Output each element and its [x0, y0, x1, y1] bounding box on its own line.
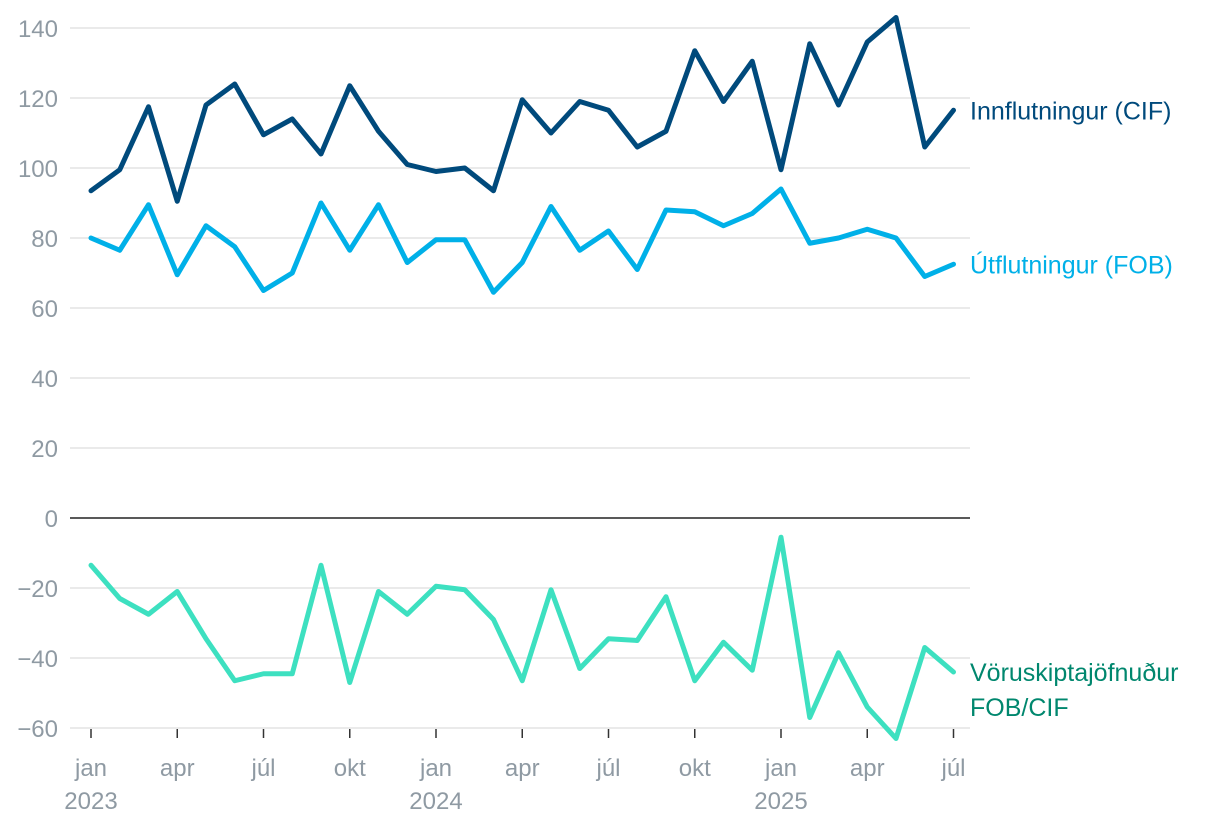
gridlines: [70, 27, 970, 729]
y-tick-label: 100: [18, 156, 58, 183]
y-tick-label: −60: [17, 716, 58, 743]
y-tick-label: 80: [31, 226, 58, 253]
y-tick-label: 140: [18, 16, 58, 43]
x-tick-label: jan: [764, 755, 797, 782]
y-tick-label: 20: [31, 436, 58, 463]
y-tick-label: 40: [31, 366, 58, 393]
y-tick-label: −20: [17, 576, 58, 603]
x-tick-label: apr: [160, 755, 195, 782]
series-labels: Innflutningur (CIF) Útflutningur (FOB) Vör…: [970, 97, 1178, 722]
series-label: Innflutningur (CIF): [970, 97, 1171, 125]
x-year-label: 2023: [64, 788, 117, 815]
x-tick-label: apr: [505, 755, 540, 782]
series-label: Vöruskiptajöfnuður: [970, 659, 1178, 687]
x-year-label: 2025: [754, 788, 807, 815]
imports-line: [88, 15, 956, 204]
x-tick-label: júl: [250, 755, 275, 782]
y-axis: 140 120 100 80 60 40 20 0 −20 −40 −60: [17, 16, 58, 743]
x-tick-label: júl: [595, 755, 620, 782]
series-label: Útflutningur (FOB): [970, 250, 1173, 279]
y-tick-label: 0: [45, 506, 58, 533]
series-label: FOB/CIF: [970, 694, 1069, 722]
x-tick-label: apr: [850, 755, 885, 782]
x-tick-label: okt: [679, 755, 711, 782]
x-year-label: 2024: [409, 788, 462, 815]
y-tick-label: 60: [31, 296, 58, 323]
x-tick-label: okt: [334, 755, 366, 782]
x-tick-label: jan: [419, 755, 452, 782]
exports-line: [88, 186, 956, 295]
y-tick-label: −40: [17, 646, 58, 673]
trade-balance-line: [88, 534, 956, 741]
y-tick-label: 120: [18, 86, 58, 113]
x-tick-label: jan: [74, 755, 107, 782]
x-axis: jan apr júl okt jan apr júl okt jan apr júl 2023 202…: [64, 729, 966, 815]
x-tick-label: júl: [940, 755, 965, 782]
series-lines: [88, 15, 956, 741]
